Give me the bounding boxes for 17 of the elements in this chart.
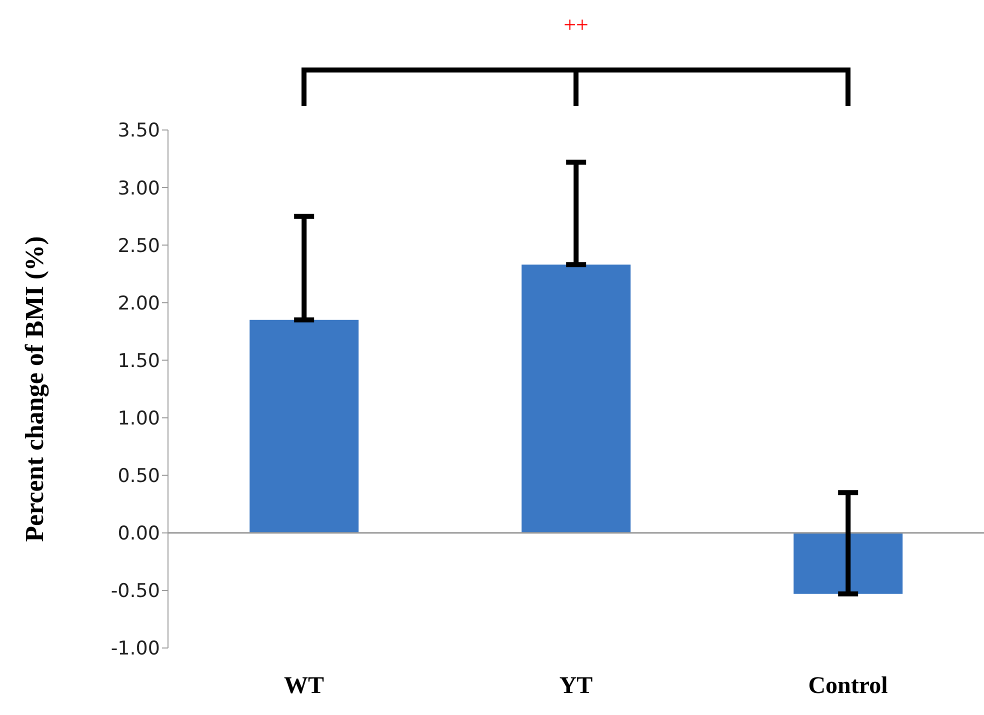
y-tick-label: 1.00 (118, 408, 160, 430)
y-axis-title: Percent change of BMI (%) (20, 236, 50, 542)
bar (250, 320, 359, 533)
y-tick-label: 2.50 (118, 234, 160, 257)
y-tick-label: 1.50 (118, 350, 160, 372)
y-tick-label: 0.00 (118, 522, 160, 545)
y-tick-label: -0.50 (110, 580, 160, 602)
x-tick-label: Control (808, 673, 888, 700)
x-tick-label: WT (284, 673, 324, 700)
y-tick-label: 3.50 (118, 120, 160, 142)
y-tick-label: -1.00 (110, 638, 160, 660)
y-tick-label: 3.00 (118, 177, 160, 200)
x-tick-label: YT (559, 673, 593, 700)
y-tick-label: 2.00 (118, 292, 160, 314)
bar (522, 264, 631, 533)
y-tick-label: 0.50 (118, 465, 160, 488)
text: ++ (562, 12, 590, 38)
